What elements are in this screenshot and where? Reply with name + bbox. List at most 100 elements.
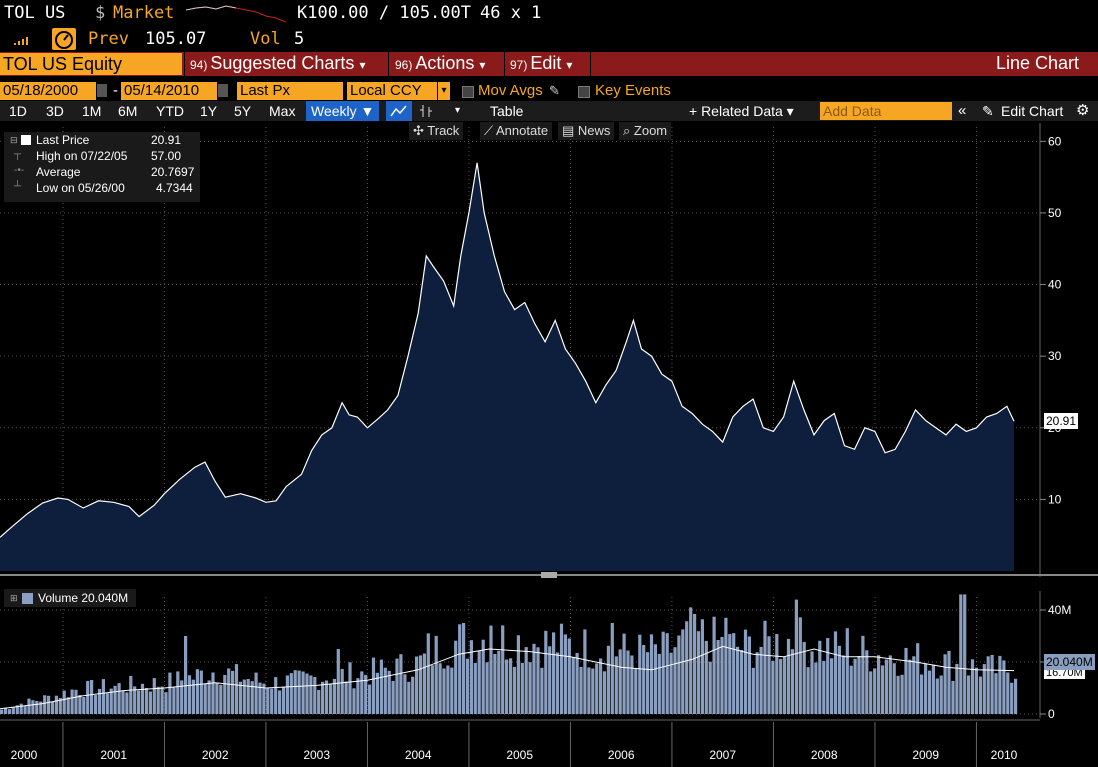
volume-bar [696, 631, 701, 714]
edit-chart-button[interactable]: Edit Chart [1001, 103, 1064, 119]
last-price-swatch [21, 135, 31, 145]
volume-bar [438, 663, 442, 714]
chevron-down-icon[interactable]: ▾ [438, 82, 450, 100]
volume-bar [258, 682, 262, 714]
period-max[interactable]: Max [269, 103, 296, 119]
volume-bar [356, 678, 360, 714]
bar-chart-icon[interactable] [416, 101, 436, 121]
volume-bar [685, 621, 689, 714]
line-chart-icon[interactable] [386, 101, 412, 121]
volume-bar [677, 635, 681, 714]
add-data-input[interactable]: Add Data [820, 102, 952, 120]
chart-canvas[interactable]: 102030405060 040M 2000200120022003200420… [0, 122, 1098, 767]
period-ytd[interactable]: YTD [156, 103, 184, 119]
start-date-field[interactable]: 05/18/2000 [0, 82, 96, 100]
legend-toggle-icon[interactable]: ⊟ [10, 135, 18, 145]
end-date-field[interactable]: 05/14/2010 [121, 82, 217, 100]
volume-bar [849, 665, 853, 714]
track-button[interactable]: ✣ Track [409, 122, 464, 140]
period-5y[interactable]: 5Y [234, 103, 252, 119]
news-button[interactable]: ▤ News [558, 122, 615, 140]
menu-divider [504, 52, 505, 76]
volume-bar [775, 634, 779, 714]
vol-label: Vol [250, 29, 281, 49]
collapse-icon[interactable]: « [958, 102, 967, 119]
period-6m[interactable]: 6M [118, 103, 138, 119]
volume-bar [43, 695, 47, 714]
period-1y[interactable]: 1Y [200, 103, 218, 119]
price-tick-label: 50 [1048, 206, 1062, 220]
volume-bar [238, 681, 242, 714]
mov-avgs-checkbox[interactable] [462, 86, 474, 98]
volume-bar [266, 688, 270, 714]
field-selector[interactable]: Last Px [237, 82, 343, 100]
volume-bar [344, 681, 348, 714]
volume-bar [724, 617, 728, 714]
key-events-checkbox[interactable] [578, 86, 590, 98]
chevron-down-icon: ▾ [359, 58, 366, 72]
period-3d[interactable]: 3D [46, 103, 64, 119]
calendar-icon[interactable] [218, 84, 228, 97]
price-tick-label: 30 [1048, 349, 1062, 363]
volume-bar [833, 631, 838, 714]
volume-bar [301, 671, 305, 714]
volume-bar [536, 647, 540, 714]
zoom-button[interactable]: ⌕ Zoom [619, 122, 672, 140]
volume-bar [262, 683, 266, 714]
volume-bar [368, 684, 372, 714]
volume-bar [974, 667, 978, 714]
calendar-icon[interactable] [97, 84, 107, 97]
price-line [0, 162, 1015, 538]
volume-bar [117, 683, 121, 714]
pencil-icon[interactable]: ✎ [549, 83, 560, 98]
volume-bar [426, 633, 430, 714]
volume-bar [873, 668, 877, 714]
annotate-label: Annotate [496, 123, 549, 138]
volume-bar [418, 655, 423, 714]
period-1d[interactable]: 1D [9, 103, 27, 119]
volume-bar [959, 594, 963, 714]
volume-bar [223, 675, 227, 714]
volume-bar [74, 689, 78, 714]
security-field[interactable]: TOL US Equity [0, 53, 182, 75]
volume-bar [477, 650, 481, 714]
volume-bar [313, 677, 317, 714]
track-label: Track [427, 123, 460, 138]
volume-bar [634, 668, 638, 714]
volume-bar [986, 656, 990, 714]
volume-bar [215, 682, 219, 714]
last-price-tag: 20.91 [1044, 413, 1079, 430]
volume-bar [121, 690, 125, 714]
market-label: Market [113, 3, 175, 23]
volume-bar [1010, 682, 1014, 714]
gauge-icon[interactable] [52, 28, 76, 50]
frequency-selector[interactable]: Weekly ▼ [306, 101, 380, 121]
volume-bar [172, 687, 176, 714]
period-1m[interactable]: 1M [82, 103, 102, 119]
volume-bar [567, 638, 571, 714]
legend-toggle-icon[interactable]: ⊞ [10, 593, 18, 603]
quote-header: TOL US $ Market K100.00 / 105.00T 46 x 1 [0, 0, 1098, 28]
x-axis: 2000 2001 2002 2003 2004 2005 2006 2007 2008 2009… [0, 719, 1040, 767]
volume-bar [587, 667, 591, 714]
volume-bar [144, 688, 149, 714]
gear-icon[interactable]: ⚙ [1076, 102, 1090, 119]
volume-bar [289, 673, 293, 714]
currency-selector[interactable]: Local CCY [347, 82, 437, 100]
volume-bar [458, 624, 462, 714]
volume-bars [0, 594, 1018, 714]
volume-bar [278, 690, 282, 714]
pencil-icon[interactable]: ✎ [982, 103, 994, 119]
table-button[interactable]: Table [490, 103, 524, 119]
volume-bar [794, 599, 798, 714]
edit-menu[interactable]: 97) Edit ▾ [510, 52, 572, 76]
related-data-button[interactable]: + Related Data ▾ [689, 103, 794, 119]
volume-bar [58, 698, 62, 714]
volume-bar [622, 633, 626, 714]
volume-bar [23, 706, 27, 714]
actions-menu[interactable]: 96) Actions ▾ [395, 52, 485, 76]
volume-bar [826, 638, 830, 714]
suggested-charts-menu[interactable]: 94) Suggested Charts ▾ [190, 52, 365, 76]
chevron-down-icon[interactable]: ▾ [455, 105, 461, 116]
annotate-button[interactable]: ⟋ Annotate [480, 122, 553, 140]
